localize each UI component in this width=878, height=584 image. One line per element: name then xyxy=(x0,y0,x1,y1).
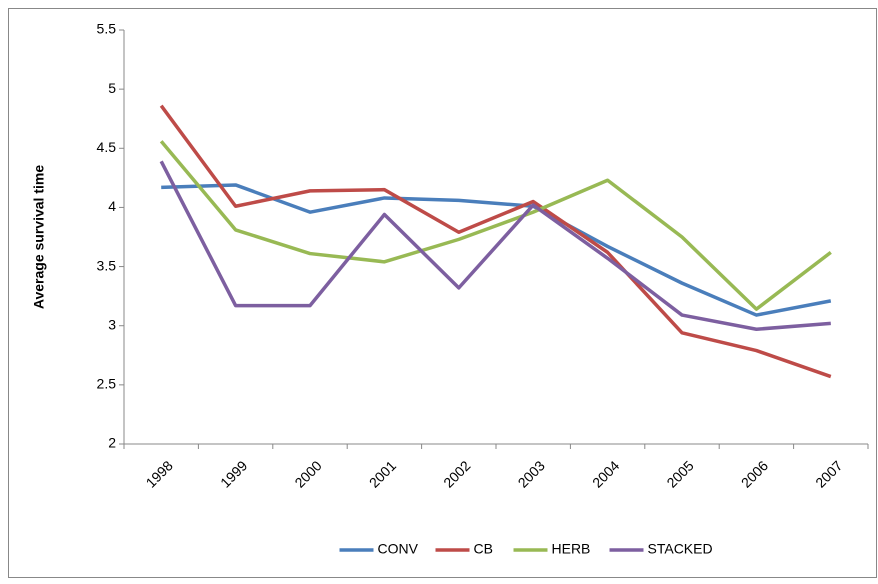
y-tick-label: 5 xyxy=(108,80,116,96)
chart-border xyxy=(8,8,877,578)
y-tick-label: 4.5 xyxy=(97,139,117,155)
series-line xyxy=(159,140,832,311)
series-line xyxy=(159,104,832,379)
y-tick-label: 3.5 xyxy=(97,257,117,273)
legend-label: HERB xyxy=(552,541,591,557)
y-tick-label: 4 xyxy=(108,198,116,214)
legend-label: CONV xyxy=(378,541,419,557)
series-line xyxy=(159,160,831,332)
y-tick-label: 5.5 xyxy=(97,21,117,37)
y-tick-label: 3 xyxy=(108,316,116,332)
legend-label: CB xyxy=(474,541,493,557)
y-axis-label: Average survival time xyxy=(31,165,47,309)
legend-label: STACKED xyxy=(648,541,713,557)
y-tick-label: 2 xyxy=(108,435,116,451)
y-tick-label: 2.5 xyxy=(97,376,117,392)
